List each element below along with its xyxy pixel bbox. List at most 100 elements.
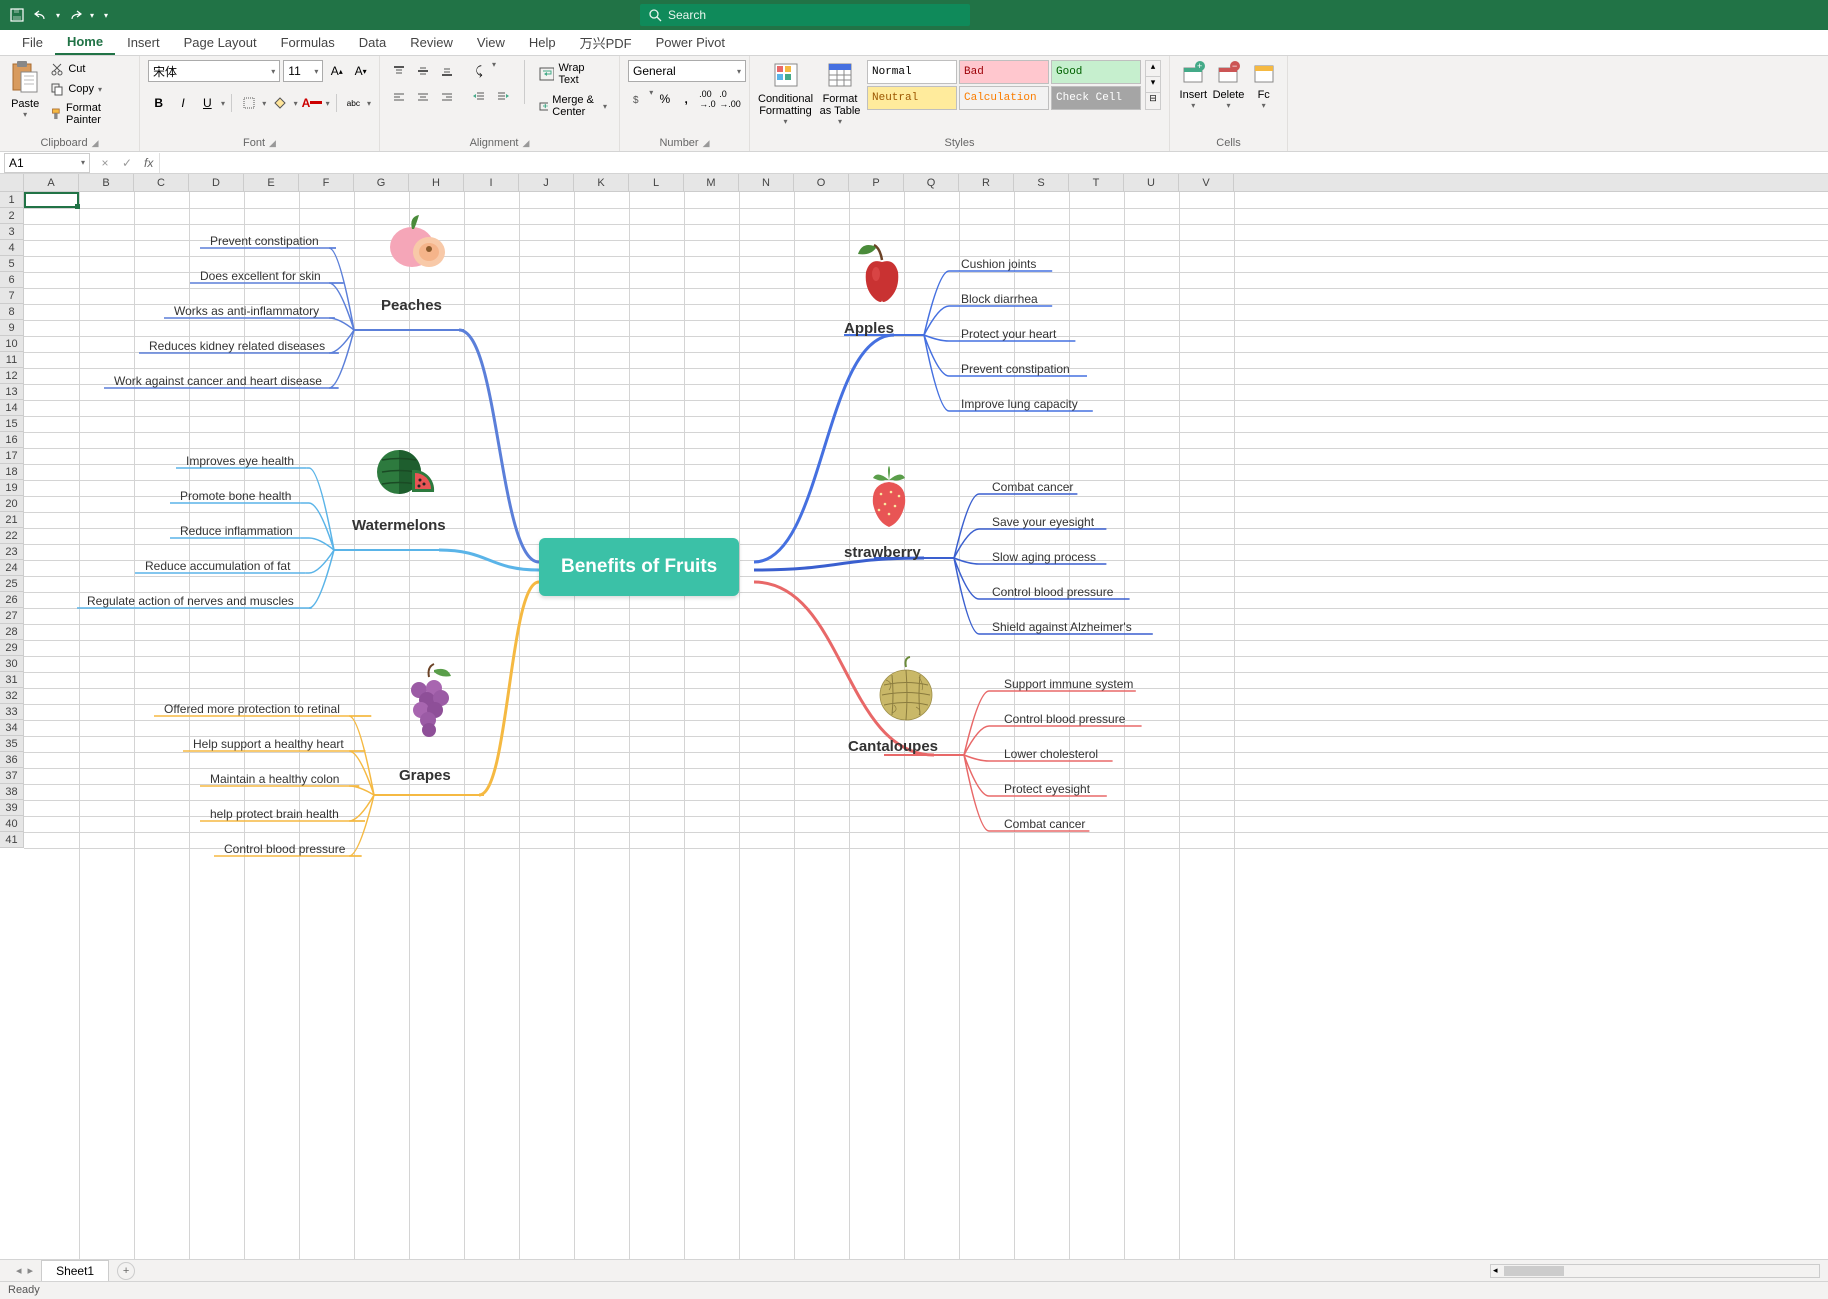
- row-header[interactable]: 33: [0, 704, 24, 720]
- row-header[interactable]: 37: [0, 768, 24, 784]
- fill-color-button[interactable]: [269, 92, 290, 114]
- italic-button[interactable]: I: [172, 92, 193, 114]
- style-cell-bad[interactable]: Bad: [959, 60, 1049, 84]
- align-left-icon[interactable]: [388, 86, 410, 108]
- row-header[interactable]: 27: [0, 608, 24, 624]
- column-header[interactable]: O: [794, 174, 849, 191]
- row-header[interactable]: 26: [0, 592, 24, 608]
- menu-item-review[interactable]: Review: [398, 31, 465, 54]
- row-header[interactable]: 15: [0, 416, 24, 432]
- row-header[interactable]: 30: [0, 656, 24, 672]
- column-header[interactable]: M: [684, 174, 739, 191]
- font-name-select[interactable]: 宋体▾: [148, 60, 280, 82]
- format-cells-button[interactable]: Fc▾: [1248, 60, 1279, 110]
- cell-styles-gallery[interactable]: NormalBadGoodNeutralCalculationCheck Cel…: [867, 60, 1141, 110]
- menu-item-formulas[interactable]: Formulas: [269, 31, 347, 54]
- align-bottom-icon[interactable]: [436, 60, 458, 82]
- align-right-icon[interactable]: [436, 86, 458, 108]
- column-header[interactable]: A: [24, 174, 79, 191]
- search-box[interactable]: Search: [640, 4, 970, 26]
- delete-cells-button[interactable]: −Delete▾: [1213, 60, 1245, 110]
- row-header[interactable]: 10: [0, 336, 24, 352]
- copy-button[interactable]: Copy ▾: [46, 80, 131, 98]
- column-header[interactable]: P: [849, 174, 904, 191]
- sheet-nav[interactable]: ◂▸: [8, 1264, 41, 1277]
- style-cell-good[interactable]: Good: [1051, 60, 1141, 84]
- row-header[interactable]: 31: [0, 672, 24, 688]
- menu-item-万兴pdf[interactable]: 万兴PDF: [568, 29, 644, 56]
- cancel-icon[interactable]: ×: [94, 156, 116, 170]
- row-header[interactable]: 2: [0, 208, 24, 224]
- gallery-up-icon[interactable]: ▴: [1146, 61, 1160, 77]
- format-painter-button[interactable]: Format Painter: [46, 100, 131, 128]
- align-top-icon[interactable]: [388, 60, 410, 82]
- menu-item-file[interactable]: File: [10, 31, 55, 54]
- column-header[interactable]: L: [629, 174, 684, 191]
- row-header[interactable]: 8: [0, 304, 24, 320]
- align-center-icon[interactable]: [412, 86, 434, 108]
- accounting-button[interactable]: $: [628, 88, 647, 110]
- row-header[interactable]: 24: [0, 560, 24, 576]
- row-header[interactable]: 40: [0, 816, 24, 832]
- row-header[interactable]: 14: [0, 400, 24, 416]
- column-header[interactable]: N: [739, 174, 794, 191]
- gallery-more-icon[interactable]: ⊟: [1146, 93, 1160, 109]
- cut-button[interactable]: Cut: [46, 60, 131, 78]
- menu-item-view[interactable]: View: [465, 31, 517, 54]
- row-header[interactable]: 12: [0, 368, 24, 384]
- align-middle-icon[interactable]: [412, 60, 434, 82]
- decrease-decimal-icon[interactable]: .0→.00: [719, 88, 741, 110]
- row-header[interactable]: 21: [0, 512, 24, 528]
- undo-icon[interactable]: [32, 6, 50, 24]
- row-header[interactable]: 5: [0, 256, 24, 272]
- column-header[interactable]: K: [574, 174, 629, 191]
- sheet-tab[interactable]: Sheet1: [41, 1260, 109, 1281]
- row-header[interactable]: 35: [0, 736, 24, 752]
- conditional-formatting-button[interactable]: Conditional Formatting▾: [758, 60, 813, 126]
- row-header[interactable]: 11: [0, 352, 24, 368]
- column-header[interactable]: D: [189, 174, 244, 191]
- column-header[interactable]: U: [1124, 174, 1179, 191]
- formula-input[interactable]: [159, 153, 1828, 173]
- column-header[interactable]: C: [134, 174, 189, 191]
- row-header[interactable]: 34: [0, 720, 24, 736]
- menu-item-power-pivot[interactable]: Power Pivot: [644, 31, 737, 54]
- row-header[interactable]: 39: [0, 800, 24, 816]
- name-box[interactable]: A1▾: [4, 153, 90, 173]
- row-header[interactable]: 23: [0, 544, 24, 560]
- column-header[interactable]: H: [409, 174, 464, 191]
- row-header[interactable]: 25: [0, 576, 24, 592]
- comma-button[interactable]: ,: [677, 88, 696, 110]
- style-cell-calculation[interactable]: Calculation: [959, 86, 1049, 110]
- insert-cells-button[interactable]: +Insert▾: [1178, 60, 1209, 110]
- row-header[interactable]: 9: [0, 320, 24, 336]
- menu-item-help[interactable]: Help: [517, 31, 568, 54]
- font-color-button[interactable]: A: [301, 92, 323, 114]
- horizontal-scrollbar[interactable]: ◂: [1490, 1264, 1820, 1278]
- merge-center-button[interactable]: Merge & Center ▾: [535, 92, 611, 120]
- column-header[interactable]: B: [79, 174, 134, 191]
- fx-icon[interactable]: fx: [138, 156, 159, 170]
- spreadsheet-grid[interactable]: ABCDEFGHIJKLMNOPQRSTUV 12345678910111213…: [0, 174, 1828, 1260]
- row-header[interactable]: 20: [0, 496, 24, 512]
- increase-decimal-icon[interactable]: .00→.0: [698, 88, 717, 110]
- row-header[interactable]: 29: [0, 640, 24, 656]
- select-all-corner[interactable]: [0, 174, 24, 191]
- row-header[interactable]: 32: [0, 688, 24, 704]
- row-header[interactable]: 7: [0, 288, 24, 304]
- add-sheet-button[interactable]: +: [117, 1262, 135, 1280]
- menu-item-home[interactable]: Home: [55, 30, 115, 55]
- font-size-select[interactable]: 11▾: [283, 60, 323, 82]
- column-header[interactable]: S: [1014, 174, 1069, 191]
- menu-item-data[interactable]: Data: [347, 31, 398, 54]
- column-header[interactable]: E: [244, 174, 299, 191]
- column-header[interactable]: Q: [904, 174, 959, 191]
- number-format-select[interactable]: General▾: [628, 60, 746, 82]
- style-cell-normal[interactable]: Normal: [867, 60, 957, 84]
- row-header[interactable]: 13: [0, 384, 24, 400]
- row-header[interactable]: 6: [0, 272, 24, 288]
- row-header[interactable]: 18: [0, 464, 24, 480]
- row-header[interactable]: 36: [0, 752, 24, 768]
- style-cell-check-cell[interactable]: Check Cell: [1051, 86, 1141, 110]
- column-header[interactable]: G: [354, 174, 409, 191]
